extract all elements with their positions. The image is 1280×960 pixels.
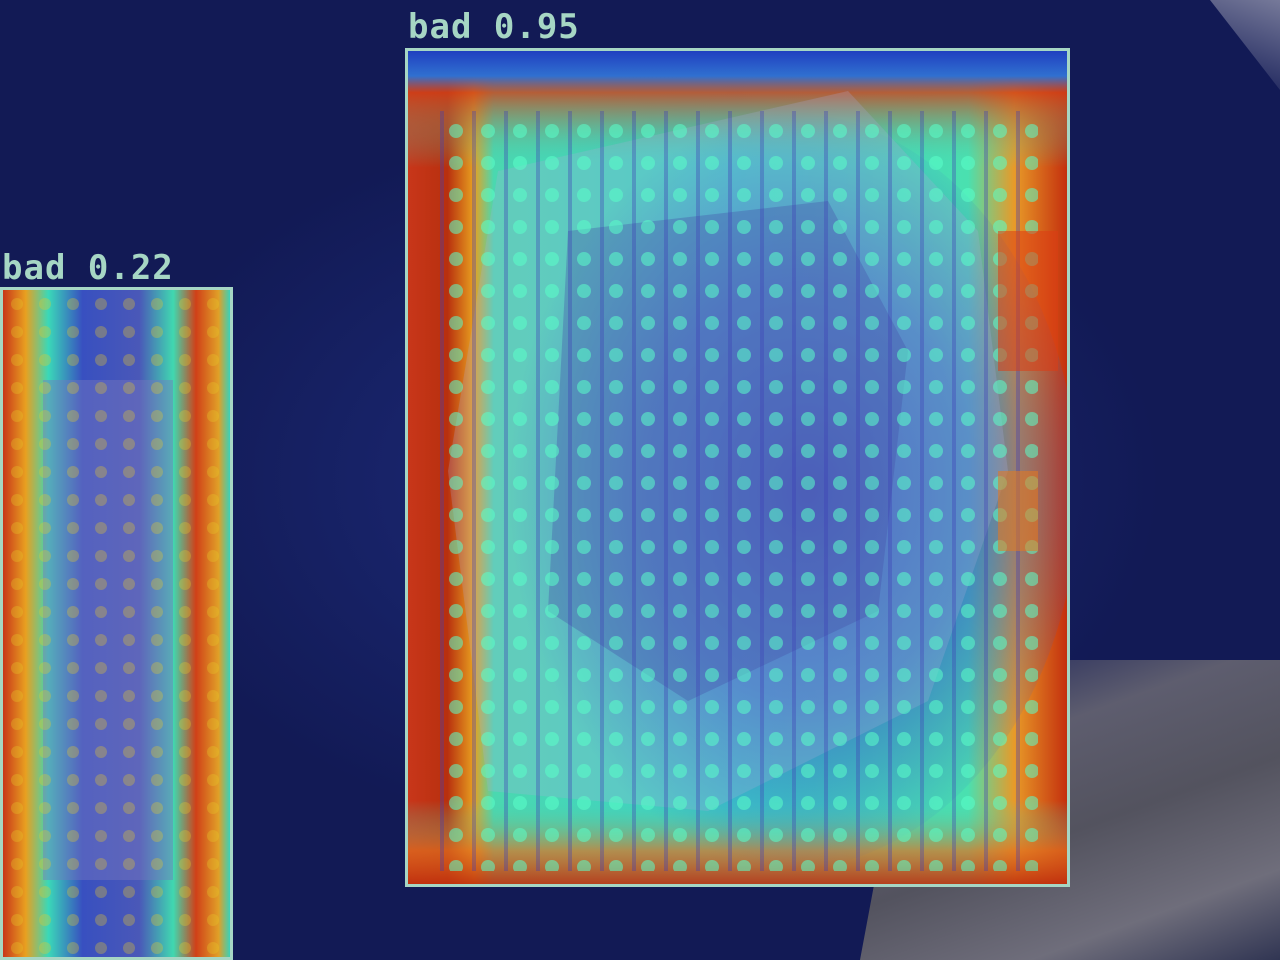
heatmap-main	[408, 51, 1067, 884]
detection-label-left: bad 0.22	[2, 248, 174, 288]
detection-box-left	[0, 287, 233, 960]
detection-label-main: bad 0.95	[408, 7, 580, 47]
heatmap-left	[3, 290, 230, 957]
detection-box-main	[405, 48, 1070, 887]
crystal-edge	[1210, 0, 1280, 90]
